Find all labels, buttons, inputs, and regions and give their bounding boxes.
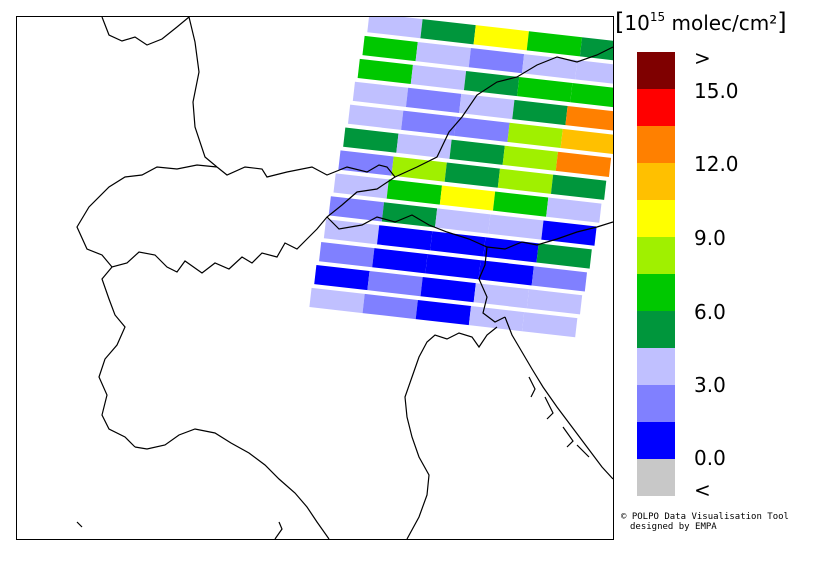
satellite-pixel xyxy=(309,287,365,314)
legend-unit-prefix: 10 xyxy=(624,11,650,35)
legend-unit-suffix: molec/cm² xyxy=(671,11,778,35)
map-canvas xyxy=(76,17,613,539)
satellite-pixel xyxy=(415,41,471,68)
satellite-pixel xyxy=(522,312,578,338)
satellite-pixel xyxy=(343,127,399,153)
satellite-pixel xyxy=(536,243,592,269)
satellite-pixel xyxy=(367,270,423,297)
satellite-pixel xyxy=(444,162,500,188)
satellite-pixel xyxy=(478,260,534,286)
satellite-pixel xyxy=(531,266,587,292)
legend-swatch xyxy=(637,459,675,496)
satellite-pixel xyxy=(396,133,452,159)
satellite-pixel xyxy=(420,19,476,45)
map-panel xyxy=(16,16,614,540)
satellite-pixel xyxy=(521,54,578,80)
legend-swatch xyxy=(637,163,675,200)
satellite-pixel xyxy=(410,64,467,91)
legend-bracket-close: ] xyxy=(777,8,787,36)
satellite-pixel xyxy=(357,58,413,85)
satellite-pixel xyxy=(328,196,385,222)
legend-swatch xyxy=(637,237,675,274)
satellite-pixel xyxy=(517,76,573,103)
satellite-pixel xyxy=(555,151,612,177)
satellite-pixel xyxy=(323,219,380,245)
satellite-pixel xyxy=(507,122,563,149)
legend-tick: 15.0 xyxy=(694,79,739,103)
legend-swatch xyxy=(637,274,675,311)
satellite-pixel xyxy=(541,220,597,246)
satellite-pixel xyxy=(488,214,544,240)
satellite-pixel xyxy=(391,156,447,182)
legend-unit-label: [1015 molec/cm²] xyxy=(615,8,787,36)
satellite-pixel xyxy=(492,191,549,217)
satellite-pixel-layer xyxy=(309,17,613,338)
satellite-pixel xyxy=(468,48,525,74)
satellite-pixel xyxy=(367,17,423,39)
satellite-pixel xyxy=(439,185,496,211)
legend-swatch xyxy=(637,422,675,459)
satellite-pixel xyxy=(362,293,418,320)
satellite-pixel xyxy=(314,264,370,291)
satellite-pixel xyxy=(473,25,529,51)
satellite-pixel xyxy=(526,289,583,315)
satellite-pixel xyxy=(352,81,409,107)
satellite-pixel xyxy=(401,110,457,136)
satellite-pixel xyxy=(575,60,613,86)
satellite-pixel xyxy=(405,87,462,114)
satellite-pixel xyxy=(425,254,481,280)
legend-tick: 0.0 xyxy=(694,446,726,470)
satellite-pixel xyxy=(546,197,602,223)
legend-swatch xyxy=(637,89,675,126)
satellite-pixel xyxy=(570,83,613,109)
satellite-pixel xyxy=(449,139,505,165)
legend-tick: 12.0 xyxy=(694,152,739,176)
legend-tick: < xyxy=(694,478,711,502)
legend-swatch xyxy=(637,200,675,237)
satellite-pixel xyxy=(347,104,404,130)
credit-line-2: designed by EMPA xyxy=(630,522,717,532)
satellite-pixel xyxy=(454,116,510,142)
legend-swatch xyxy=(637,52,675,89)
country-borders xyxy=(76,17,613,539)
satellite-pixel xyxy=(362,35,418,62)
legend-bracket-open: [ xyxy=(615,8,625,36)
satellite-pixel xyxy=(386,179,443,205)
satellite-pixel xyxy=(377,225,433,251)
legend-swatch xyxy=(637,311,675,348)
satellite-pixel xyxy=(420,277,476,303)
satellite-pixel xyxy=(381,202,438,228)
credit-text: © POLPO Data Visualisation Tool designed… xyxy=(621,512,789,532)
legend-unit-exponent: 15 xyxy=(649,10,666,24)
legend-swatch xyxy=(637,348,675,385)
satellite-pixel xyxy=(526,31,583,57)
satellite-pixel xyxy=(319,242,375,268)
satellite-pixel xyxy=(430,231,486,257)
satellite-pixel xyxy=(333,173,389,199)
legend-tick: 3.0 xyxy=(694,373,726,397)
satellite-pixel xyxy=(473,283,530,309)
color-legend-bar xyxy=(637,52,675,496)
satellite-pixel xyxy=(483,237,539,263)
satellite-pixel xyxy=(550,174,607,200)
legend-swatch xyxy=(637,385,675,422)
satellite-pixel xyxy=(372,248,428,274)
satellite-pixel xyxy=(434,208,491,234)
credit-line-1: © POLPO Data Visualisation Tool xyxy=(621,512,789,522)
satellite-pixel xyxy=(502,145,558,171)
satellite-pixel xyxy=(565,105,613,132)
satellite-pixel xyxy=(459,93,515,120)
satellite-pixel xyxy=(338,150,394,176)
legend-tick: 9.0 xyxy=(694,226,726,250)
satellite-pixel xyxy=(512,99,568,126)
satellite-pixel xyxy=(497,168,554,194)
legend-tick: > xyxy=(694,46,711,70)
satellite-pixel xyxy=(415,299,472,326)
satellite-pixel xyxy=(463,70,520,97)
legend-tick: 6.0 xyxy=(694,300,726,324)
satellite-pixel xyxy=(560,128,613,155)
legend-swatch xyxy=(637,126,675,163)
